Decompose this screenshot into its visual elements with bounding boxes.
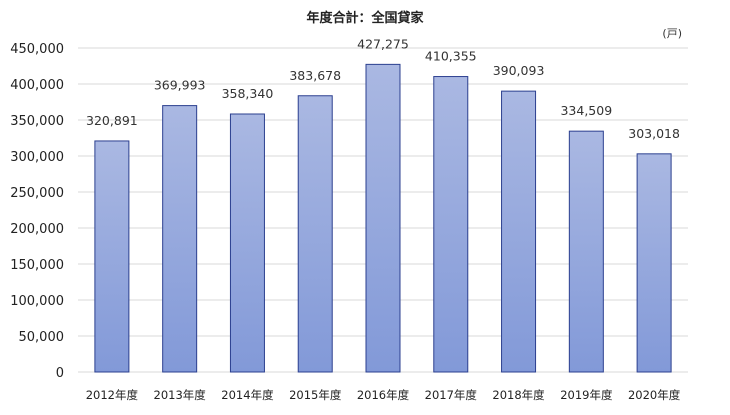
- y-axis-ticks: 0 50,000 100,000 150,000 200,000 250,000 300,0…: [10, 42, 64, 381]
- data-label: 410,355: [425, 49, 477, 64]
- y-tick-label: 400,000: [10, 78, 64, 93]
- bar-2014年度: [229, 113, 265, 373]
- data-labels: 320,891 369,993 358,340 383,678 427,275 410,3…: [86, 36, 680, 140]
- x-tick-label: 2020年度: [628, 388, 681, 402]
- data-label: 427,275: [357, 36, 409, 51]
- y-tick-label: 250,000: [10, 186, 64, 201]
- x-tick-label: 2016年度: [357, 388, 410, 402]
- unit-label: (戸): [662, 27, 682, 40]
- data-label: 334,509: [560, 103, 612, 118]
- x-tick-label: 2018年度: [492, 388, 545, 402]
- y-tick-label: 150,000: [10, 258, 64, 273]
- data-label: 390,093: [493, 63, 545, 78]
- chart-title: 年度合計：全国貸家: [306, 10, 424, 26]
- x-tick-label: 2019年度: [560, 388, 613, 402]
- bar-2019年度: [568, 130, 604, 373]
- y-tick-label: 450,000: [10, 42, 64, 57]
- data-label: 369,993: [154, 78, 206, 93]
- x-tick-label: 2015年度: [289, 388, 342, 402]
- bar-2017年度: [433, 76, 469, 373]
- bar-2015年度: [297, 95, 333, 373]
- y-tick-label: 0: [56, 366, 64, 381]
- y-tick-label: 200,000: [10, 222, 64, 237]
- x-tick-label: 2012年度: [86, 388, 139, 402]
- y-tick-label: 100,000: [10, 294, 64, 309]
- bar-2012年度: [94, 140, 130, 373]
- bar-2013年度: [162, 105, 198, 373]
- data-label: 383,678: [289, 68, 341, 83]
- data-label: 320,891: [86, 113, 138, 128]
- data-label: 303,018: [628, 126, 680, 141]
- data-label: 358,340: [222, 86, 274, 101]
- x-tick-label: 2017年度: [425, 388, 478, 402]
- y-tick-label: 50,000: [19, 330, 65, 345]
- bar-2018年度: [501, 90, 537, 373]
- x-axis-ticks: 2012年度 2013年度 2014年度 2015年度 2016年度 2017年度 2018…: [86, 388, 681, 402]
- y-tick-label: 300,000: [10, 150, 64, 165]
- x-tick-label: 2014年度: [221, 388, 274, 402]
- bar-2020年度: [636, 153, 672, 373]
- x-tick-label: 2013年度: [154, 388, 207, 402]
- y-tick-label: 350,000: [10, 114, 64, 129]
- bar-2016年度: [365, 63, 401, 373]
- bars: [94, 63, 672, 373]
